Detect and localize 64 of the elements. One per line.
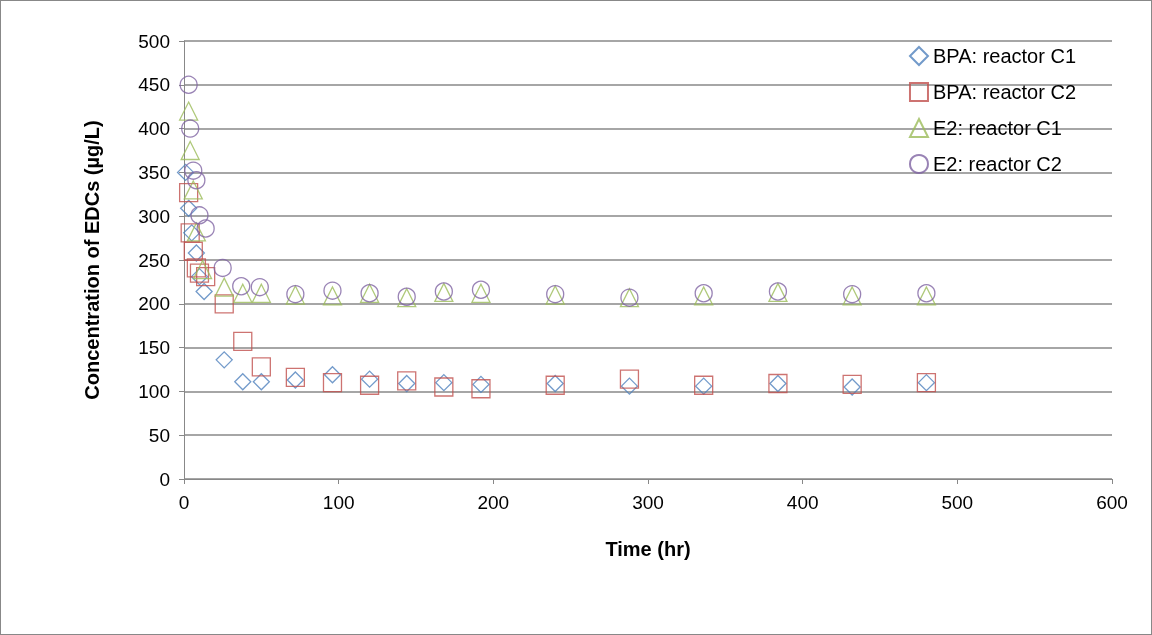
point bbox=[251, 357, 271, 377]
point bbox=[360, 370, 379, 388]
y-tick-label: 50 bbox=[148, 424, 170, 446]
point bbox=[214, 294, 234, 314]
y-tick-label: 350 bbox=[138, 161, 170, 183]
point bbox=[251, 283, 271, 303]
point bbox=[232, 277, 251, 296]
x-tick-label: 100 bbox=[322, 492, 355, 513]
point bbox=[619, 369, 640, 389]
point bbox=[323, 366, 342, 384]
legend-label: BPA: reactor C1 bbox=[932, 45, 1077, 67]
x-tick-label: 0 bbox=[178, 492, 190, 513]
point bbox=[250, 278, 269, 297]
legend-label: E2: reactor C2 bbox=[932, 153, 1062, 175]
point bbox=[323, 281, 342, 300]
point bbox=[178, 182, 199, 203]
point bbox=[196, 266, 216, 287]
y-tick-label: 250 bbox=[138, 249, 170, 271]
x-tick-label: 600 bbox=[1096, 492, 1128, 513]
point bbox=[359, 375, 380, 395]
point bbox=[472, 375, 490, 394]
point bbox=[471, 379, 491, 399]
point bbox=[214, 277, 234, 297]
point bbox=[322, 286, 343, 306]
y-tick-label: 200 bbox=[138, 293, 170, 315]
point bbox=[195, 282, 213, 301]
point bbox=[181, 119, 200, 138]
x-tick-label: 300 bbox=[632, 492, 664, 513]
point bbox=[179, 75, 198, 94]
point bbox=[178, 101, 199, 121]
point bbox=[186, 258, 207, 278]
x-axis-title: Time (hr) bbox=[605, 538, 691, 560]
y-tick-label: 400 bbox=[138, 118, 170, 140]
x-tick-label: 500 bbox=[941, 492, 974, 513]
point bbox=[186, 222, 207, 242]
point bbox=[176, 163, 195, 182]
x-tick-label: 400 bbox=[786, 492, 819, 513]
point bbox=[620, 377, 639, 395]
legend-label: E2: reactor C1 bbox=[932, 117, 1062, 139]
point bbox=[252, 373, 270, 391]
y-axis-title: Concentration of EDCs (µg/L) bbox=[81, 120, 103, 400]
point bbox=[196, 219, 215, 238]
point bbox=[187, 171, 206, 190]
y-tick-label: 150 bbox=[138, 337, 170, 359]
x-tick-label: 200 bbox=[477, 492, 510, 513]
point bbox=[435, 373, 453, 392]
point bbox=[179, 199, 198, 217]
y-tick-label: 100 bbox=[138, 380, 170, 402]
point bbox=[213, 258, 232, 278]
point bbox=[233, 331, 253, 352]
point bbox=[234, 373, 252, 391]
point bbox=[233, 283, 253, 303]
point bbox=[180, 140, 200, 161]
y-tick-label: 500 bbox=[138, 30, 170, 52]
y-tick-label: 0 bbox=[159, 468, 170, 490]
legend-label: BPA: reactor C2 bbox=[932, 81, 1077, 103]
point bbox=[190, 206, 209, 225]
y-tick-label: 450 bbox=[138, 74, 170, 96]
point bbox=[183, 180, 203, 200]
point bbox=[184, 161, 203, 180]
y-tick-label: 300 bbox=[138, 205, 170, 227]
point bbox=[322, 372, 343, 393]
point bbox=[215, 351, 233, 369]
point bbox=[434, 377, 454, 397]
